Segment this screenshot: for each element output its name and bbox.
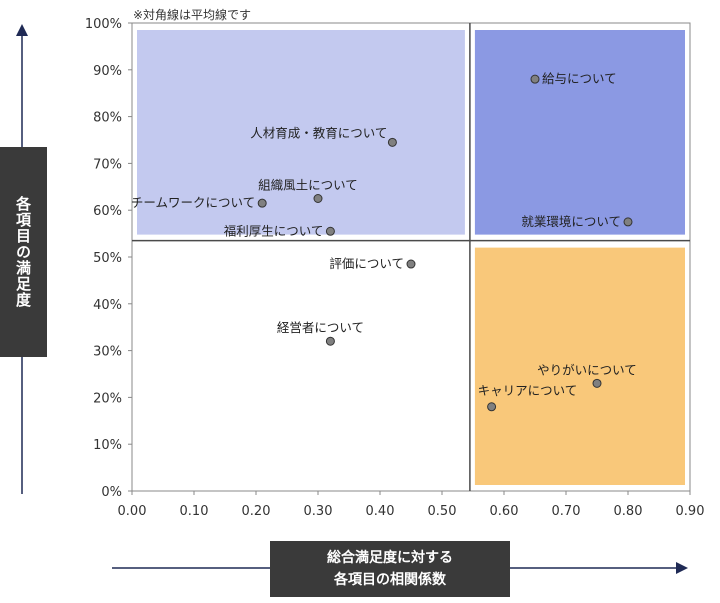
x-tick-label: 0.50 [428,504,457,519]
data-label: 給与について [542,71,617,86]
x-axis-title: 総合満足度に対する 各項目の相関係数 [270,541,510,597]
data-point [257,198,267,208]
data-point [387,137,397,147]
data-point [530,74,540,84]
zone-top-left [137,30,465,235]
data-point [487,402,497,412]
axes: 0% 10% 20% 30% 40% 50% 60% 70% 80% 90% 100% 0.00 0.1… [16,17,705,574]
average-line-note: ※対角線は平均線です [133,8,252,22]
y-tick-label: 0% [101,485,122,500]
data-point [313,194,323,203]
data-label: 就業環境について [521,214,621,229]
y-tick-label: 90% [93,64,122,79]
data-label: 組織風土について [258,178,358,193]
x-tick-label: 0.40 [366,504,395,519]
x-tick-label: 0.90 [676,504,705,519]
data-point [592,378,602,388]
y-tick-label: 70% [93,157,122,172]
x-axis-title-line-1: 総合満足度に対する [327,550,453,566]
data-label: キャリアについて [478,383,578,398]
x-tick-label: 0.60 [490,504,519,519]
y-axis-title: 各項目の満足度 [0,147,47,357]
data-label: 経営者について [277,320,364,335]
x-tick-label: 0.30 [304,504,333,519]
quadrant-zones [137,30,685,485]
data-point [623,217,633,227]
data-point [406,259,416,269]
y-tick-label: 30% [93,345,122,360]
data-label: 評価について [329,256,404,271]
data-point [325,336,335,346]
zone-top-right [474,30,685,235]
x-tick-label: 0.80 [614,504,643,519]
y-tick-label: 80% [93,111,122,126]
x-tick-label: 0.70 [552,504,581,519]
y-tick-label: 10% [93,438,122,453]
data-points: 給与について人材育成・教育について組織風土についてチームワークについて福利厚生に… [131,71,637,412]
x-tick-label: 0.10 [180,504,209,519]
y-tick-label: 40% [93,298,122,313]
x-tick-label: 0.00 [118,504,147,519]
y-tick-label: 60% [93,204,122,219]
data-label: チームワークについて [131,195,255,210]
data-label: やりがいについて [537,362,637,377]
y-tick-label: 100% [85,17,122,32]
data-label: 人材育成・教育について [250,125,387,140]
y-tick-label: 20% [93,391,122,406]
y-axis-title-text: 各項目の満足度 [14,196,32,308]
x-axis-title-line-2: 各項目の相関係数 [334,572,446,588]
data-point [325,226,335,236]
zone-bottom-right [474,247,685,485]
y-tick-label: 50% [93,251,122,266]
data-label: 福利厚生について [224,223,324,238]
x-tick-label: 0.20 [242,504,271,519]
